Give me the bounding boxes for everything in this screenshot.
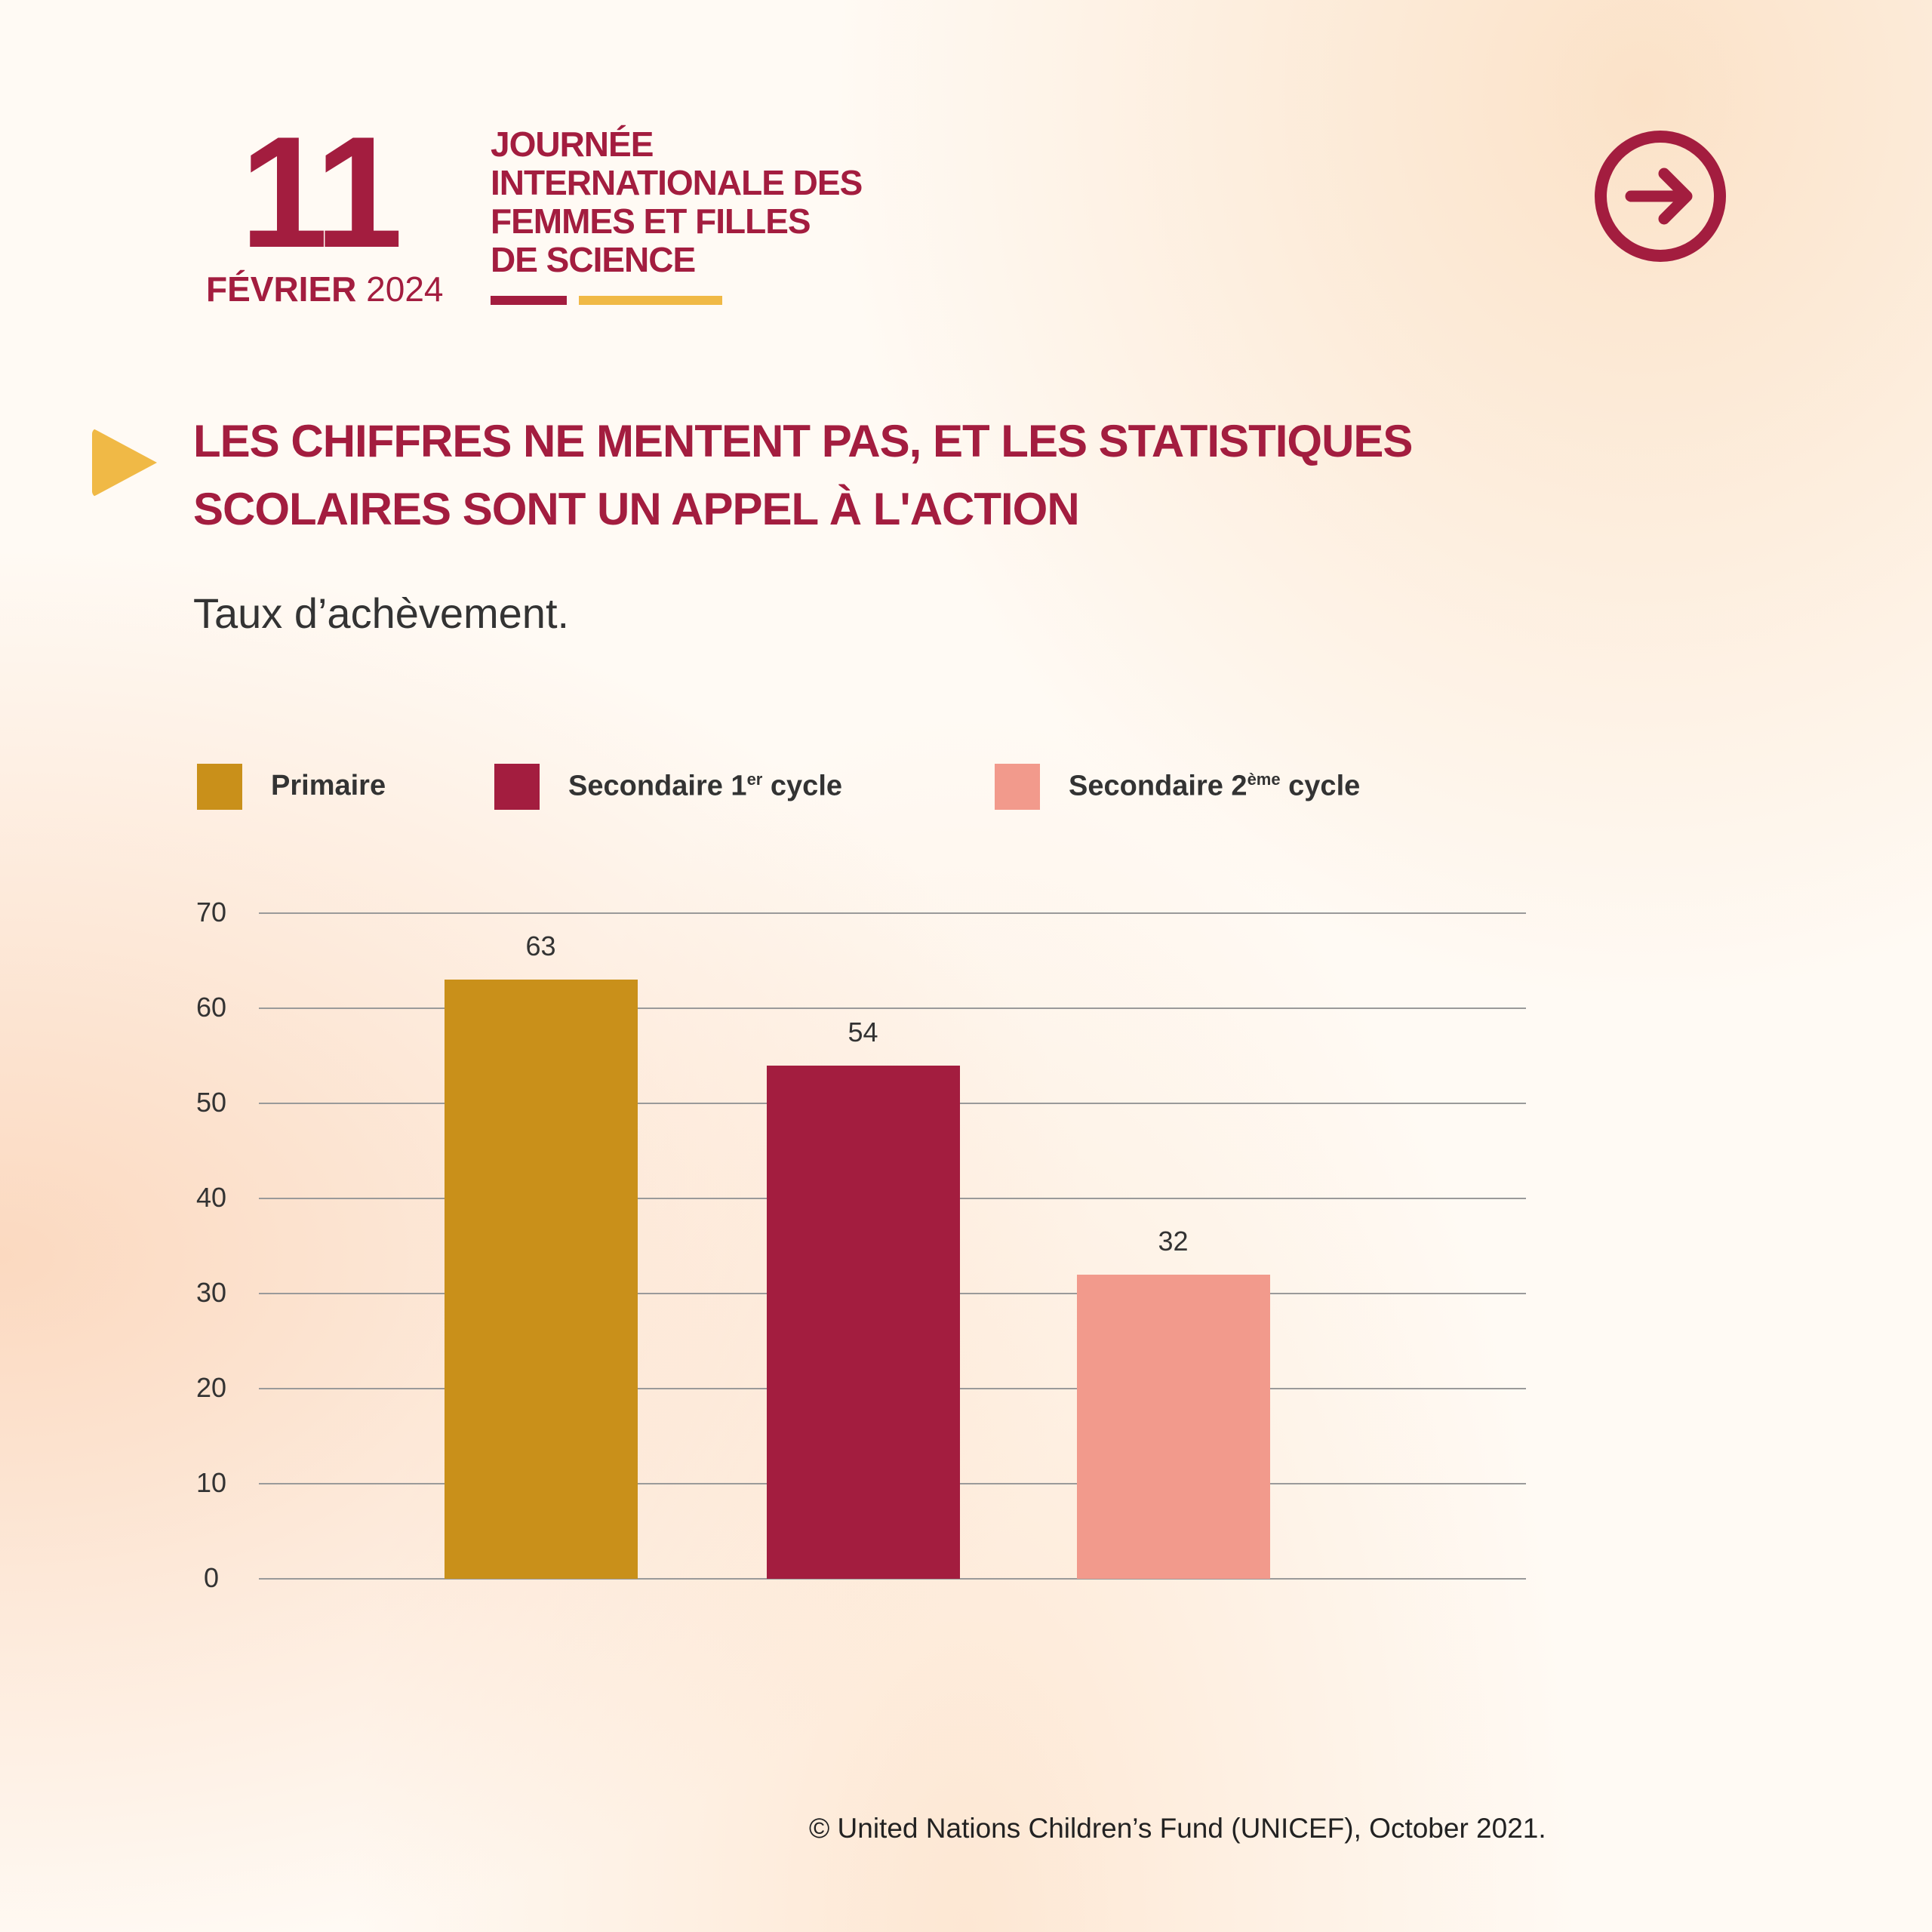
- data-label: 54: [848, 1016, 878, 1048]
- event-title: JOURNÉE INTERNATIONALE DES FEMMES ET FIL…: [491, 125, 863, 279]
- month: FÉVRIER: [206, 269, 357, 309]
- date-month-year: FÉVRIER 2024: [206, 269, 444, 309]
- event-line: DE SCIENCE: [491, 240, 696, 279]
- gridline: [259, 1008, 1526, 1009]
- legend-suffix: cycle: [762, 770, 843, 802]
- gridline: [259, 1578, 1526, 1580]
- bar-1: [445, 980, 638, 1579]
- legend-swatch-secondaire-1: [494, 764, 540, 810]
- play-icon: [92, 428, 157, 497]
- heading: LES CHIFFRES NE MENTENT PAS, ET LES STAT…: [193, 408, 1413, 543]
- y-tick-label: 60: [195, 992, 227, 1023]
- y-tick-label: 40: [195, 1182, 227, 1213]
- year: 2024: [366, 269, 444, 309]
- legend-swatch-secondaire-2: [995, 764, 1040, 810]
- event-line: JOURNÉE: [491, 125, 654, 164]
- heading-line: SCOLAIRES SONT UN APPEL À L'ACTION: [193, 484, 1080, 534]
- event-line: FEMMES ET FILLES: [491, 202, 811, 241]
- source-footer: © United Nations Children’s Fund (UNICEF…: [809, 1813, 1546, 1844]
- legend-text: Secondaire 1: [568, 770, 747, 802]
- legend-sup: er: [746, 770, 763, 789]
- bar-2: [767, 1065, 960, 1579]
- accent-bar-maroon: [491, 296, 567, 305]
- gridline: [259, 912, 1526, 914]
- y-tick-label: 30: [195, 1277, 227, 1308]
- legend-sup: ème: [1247, 770, 1281, 789]
- chart-subtitle: Taux d’achèvement.: [193, 589, 570, 637]
- y-tick-label: 0: [203, 1562, 220, 1593]
- date-day: 11: [240, 103, 403, 281]
- bar-3: [1077, 1274, 1270, 1579]
- y-tick-label: 70: [195, 897, 227, 928]
- legend-suffix: cycle: [1280, 770, 1361, 802]
- event-line: INTERNATIONALE DES: [491, 163, 863, 202]
- heading-line: LES CHIFFRES NE MENTENT PAS, ET LES STAT…: [193, 416, 1413, 466]
- accent-bar-gold: [579, 296, 722, 305]
- legend-text: Secondaire 2: [1069, 770, 1247, 802]
- y-tick-label: 10: [195, 1467, 227, 1498]
- next-button[interactable]: [1595, 131, 1726, 262]
- data-label: 63: [525, 931, 556, 962]
- legend-label-primaire: Primaire: [271, 770, 386, 802]
- legend-swatch-primaire: [197, 764, 242, 810]
- legend-label-secondaire-1: Secondaire 1er cycle: [568, 770, 842, 803]
- y-tick-label: 20: [195, 1372, 227, 1403]
- legend-text: Primaire: [271, 770, 386, 801]
- data-label: 32: [1158, 1225, 1189, 1257]
- arrow-right-circle-icon: [1625, 168, 1693, 225]
- legend-label-secondaire-2: Secondaire 2ème cycle: [1069, 770, 1360, 803]
- y-tick-label: 50: [195, 1087, 227, 1118]
